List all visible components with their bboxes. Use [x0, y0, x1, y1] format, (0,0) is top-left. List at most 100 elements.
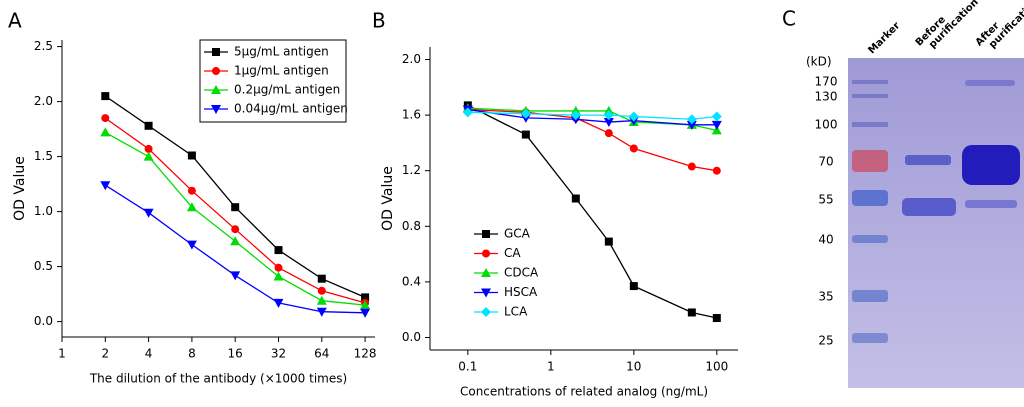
legend-marker: [481, 307, 491, 317]
panel-label: B: [372, 9, 386, 33]
legend-marker: [482, 249, 490, 258]
panel-label: A: [8, 9, 22, 33]
marker: [186, 202, 197, 212]
y-tick-label: 1.6: [402, 108, 421, 122]
legend-label: HSCA: [504, 285, 538, 299]
y-tick-label: 0.0: [402, 330, 421, 344]
legend-label: 0.04μg/mL antigen: [234, 102, 348, 116]
marker: [711, 111, 722, 122]
marker: [187, 151, 196, 160]
y-tick-label: 0.5: [34, 259, 53, 273]
y-tick-label: 1.5: [34, 149, 53, 163]
legend-marker: [212, 67, 220, 75]
x-tick-label: 4: [145, 347, 153, 361]
marker: [687, 308, 696, 317]
series-line: [104, 95, 366, 298]
x-tick-label: 128: [354, 347, 377, 361]
legend-label: LCA: [504, 305, 528, 319]
legend-marker: [481, 268, 491, 277]
gel-bands: [852, 80, 1020, 343]
marker: [628, 111, 639, 122]
y-tick-label: 2.0: [34, 94, 53, 108]
marker: [230, 236, 241, 246]
marker-size-label: 130: [815, 90, 838, 104]
marker: [274, 263, 283, 272]
x-tick-label: 32: [271, 347, 286, 361]
legend-label: 5μg/mL antigen: [234, 45, 329, 59]
marker: [712, 166, 721, 175]
marker: [603, 118, 614, 128]
x-tick-label: 0.1: [458, 360, 477, 374]
marker: [100, 181, 111, 191]
marker: [361, 293, 370, 302]
marker: [712, 314, 721, 323]
marker-size-label: 55: [818, 193, 833, 207]
marker: [144, 121, 153, 130]
marker: [604, 129, 613, 138]
y-tick-label: 0.4: [402, 274, 421, 288]
marker: [711, 125, 722, 135]
marker: [101, 92, 110, 101]
y-tick-label: 2.0: [402, 52, 421, 66]
marker: [187, 186, 196, 195]
x-tick-label: 10: [626, 360, 641, 374]
lane-label: Marker: [866, 20, 902, 56]
marker: [274, 246, 283, 255]
marker: [316, 295, 327, 305]
x-tick-label: 8: [188, 347, 196, 361]
marker: [273, 298, 284, 308]
marker-size-label: 35: [818, 290, 833, 304]
legend-marker: [211, 85, 221, 94]
x-tick-label: 16: [228, 347, 243, 361]
marker: [629, 144, 638, 153]
y-axis-label: OD Value: [12, 156, 28, 221]
x-tick-label: 1: [58, 347, 66, 361]
legend-label: CA: [504, 246, 521, 260]
lane-label-line: Marker: [866, 20, 902, 56]
x-tick-label: 64: [314, 347, 329, 361]
marker: [317, 274, 326, 283]
y-tick-label: 0.0: [34, 314, 53, 328]
legend-marker: [211, 105, 221, 114]
x-tick-label: 2: [101, 347, 109, 361]
x-axis-label: Concentrations of related analog (ng/mL): [460, 385, 708, 399]
marker: [603, 110, 614, 121]
marker: [273, 271, 284, 281]
marker: [231, 225, 240, 234]
marker: [687, 162, 696, 171]
marker: [100, 127, 111, 137]
marker: [360, 308, 371, 318]
marker: [686, 120, 697, 130]
marker: [316, 307, 327, 317]
marker: [143, 151, 154, 161]
legend-marker: [212, 48, 220, 56]
legend-marker: [482, 230, 490, 238]
marker: [570, 110, 581, 121]
legend-label: GCA: [504, 227, 531, 241]
panel-label: C: [782, 7, 796, 31]
marker: [520, 108, 531, 119]
marker: [686, 114, 697, 125]
marker: [143, 208, 154, 218]
marker-size-label: 25: [818, 334, 833, 348]
legend-label: 0.2μg/mL antigen: [234, 83, 340, 97]
y-tick-label: 1.2: [402, 163, 421, 177]
marker: [101, 114, 110, 123]
marker-size-label: 70: [818, 155, 833, 169]
marker: [186, 240, 197, 250]
y-tick-label: 0.8: [402, 219, 421, 233]
marker: [360, 300, 371, 310]
legend-marker: [481, 288, 491, 298]
marker-size-label: 40: [818, 233, 833, 247]
series-line: [467, 111, 717, 120]
marker: [571, 194, 580, 203]
x-tick-label: 100: [705, 360, 728, 374]
marker: [462, 107, 473, 118]
marker: [711, 120, 722, 130]
x-axis-label: The dilution of the antibody (×1000 time…: [89, 372, 347, 386]
legend-label: 1μg/mL antigen: [234, 64, 329, 78]
marker: [230, 271, 241, 281]
marker: [144, 144, 153, 153]
